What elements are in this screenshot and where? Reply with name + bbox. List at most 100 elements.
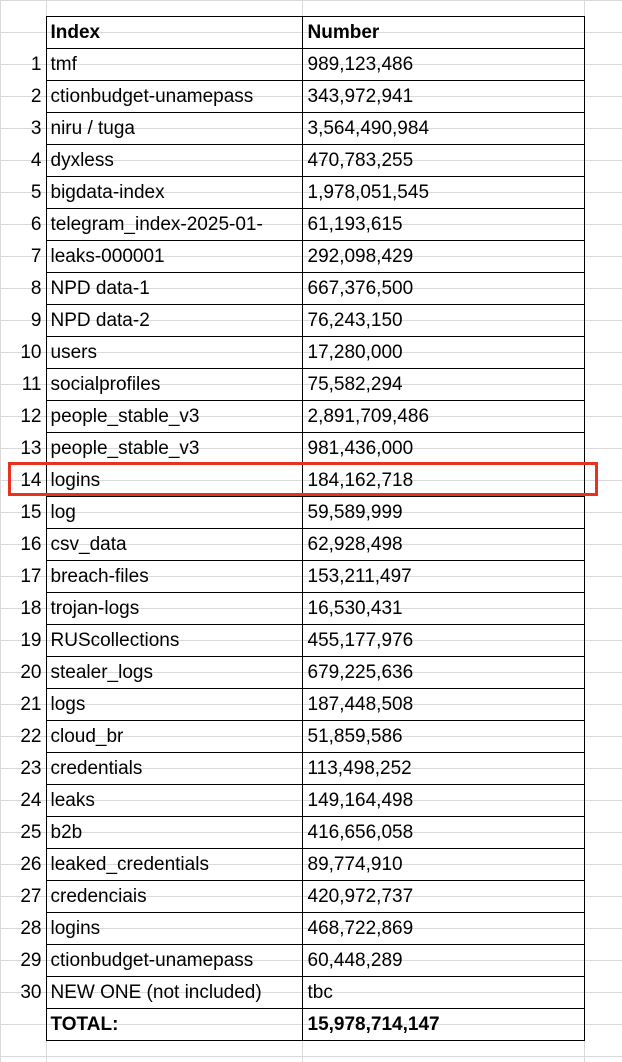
index-cell[interactable]: bigdata-index [45,176,303,209]
number-cell[interactable]: 149,164,498 [301,784,585,817]
index-cell[interactable]: logins [45,912,303,945]
number-cell[interactable]: 420,972,737 [301,880,585,913]
index-cell[interactable]: NPD data-2 [45,304,303,337]
number-cell[interactable]: 113,498,252 [301,752,585,785]
number-cell[interactable]: 470,783,255 [301,144,585,177]
number-cell[interactable]: 1,978,051,545 [301,176,585,209]
number-cell[interactable]: 59,589,999 [301,496,585,529]
index-cell[interactable]: niru / tuga [45,112,303,145]
number-cell[interactable]: 76,243,150 [301,304,585,337]
index-cell[interactable]: RUScollections [45,624,303,657]
total-value[interactable]: 15,978,714,147 [301,1008,585,1041]
number-cell[interactable]: 62,928,498 [301,528,585,561]
row-number-cell: 26 [20,854,42,875]
table-row: 5 bigdata-index 1,978,051,545 [0,176,585,209]
index-cell[interactable]: b2b [45,816,303,849]
table-row: 22 cloud_br 51,859,586 [0,720,585,753]
index-cell[interactable]: NPD data-1 [45,272,303,305]
table-row: 2 ctionbudget-unamepass 343,972,941 [0,80,585,113]
number-cell[interactable]: 416,656,058 [301,816,585,849]
index-cell[interactable]: credentials [45,752,303,785]
number-cell[interactable]: 153,211,497 [301,560,585,593]
number-cell[interactable]: 17,280,000 [301,336,585,369]
index-cell[interactable]: socialprofiles [45,368,303,401]
index-cell[interactable]: people_stable_v3 [45,400,303,433]
table-row: 8 NPD data-1 667,376,500 [0,272,585,305]
index-cell[interactable]: users [45,336,303,369]
number-cell[interactable]: 3,564,490,984 [301,112,585,145]
table-row: 25 b2b 416,656,058 [0,816,585,849]
row-number-cell: 5 [30,182,42,203]
index-cell[interactable]: stealer_logs [45,656,303,689]
index-cell[interactable]: log [45,496,303,529]
row-number-cell [0,17,46,49]
table-row: 4 dyxless 470,783,255 [0,144,585,177]
index-cell[interactable]: ctionbudget-unamepass [45,80,303,113]
table-row: 13 people_stable_v3 981,436,000 [0,432,585,465]
index-cell[interactable]: ctionbudget-unamepass [45,944,303,977]
table-row: 21 logs 187,448,508 [0,688,585,721]
number-cell[interactable]: 16,530,431 [301,592,585,625]
index-cell[interactable]: logins [45,464,303,497]
number-cell[interactable]: 51,859,586 [301,720,585,753]
table-row: 30 NEW ONE (not included) tbc [0,976,585,1009]
row-number-cell: 20 [20,662,42,683]
index-column-header[interactable]: Index [45,16,303,49]
row-number-cell: 18 [20,598,42,619]
number-cell[interactable]: 60,448,289 [301,944,585,977]
number-cell[interactable]: 989,123,486 [301,48,585,81]
number-cell[interactable]: 184,162,718 [301,464,585,497]
index-cell[interactable]: credenciais [45,880,303,913]
table-row: 12 people_stable_v3 2,891,709,486 [0,400,585,433]
total-label[interactable]: TOTAL: [45,1008,303,1041]
index-cell[interactable]: breach-files [45,560,303,593]
table-row: 23 credentials 113,498,252 [0,752,585,785]
number-cell[interactable]: 343,972,941 [301,80,585,113]
number-cell[interactable]: 292,098,429 [301,240,585,273]
index-cell[interactable]: trojan-logs [45,592,303,625]
index-cell[interactable]: logs [45,688,303,721]
row-number-cell: 4 [30,150,42,171]
table-row: 10 users 17,280,000 [0,336,585,369]
index-cell[interactable]: NEW ONE (not included) [45,976,303,1009]
number-cell[interactable]: 61,193,615 [301,208,585,241]
index-cell[interactable]: people_stable_v3 [45,432,303,465]
table-row: 24 leaks 149,164,498 [0,784,585,817]
table-row: 18 trojan-logs 16,530,431 [0,592,585,625]
row-number-cell: 13 [20,438,42,459]
row-number-cell: 1 [30,54,42,75]
number-cell[interactable]: 89,774,910 [301,848,585,881]
index-cell[interactable]: cloud_br [45,720,303,753]
number-cell[interactable]: tbc [301,976,585,1009]
number-cell[interactable]: 455,177,976 [301,624,585,657]
number-column-header[interactable]: Number [301,16,585,49]
index-cell[interactable]: csv_data [45,528,303,561]
row-number-cell: 10 [20,342,42,363]
table-row: 1 tmf 989,123,486 [0,48,585,81]
data-table: Index Number 1 tmf 989,123,486 2 ctionbudget… [0,16,585,1041]
row-number-cell: 28 [20,918,42,939]
row-number-cell: 3 [30,118,42,139]
number-cell[interactable]: 679,225,636 [301,656,585,689]
header-row: Index Number [0,16,585,49]
table-row: 6 telegram_index-2025-01- 61,193,615 [0,208,585,241]
number-cell[interactable]: 468,722,869 [301,912,585,945]
number-cell[interactable]: 75,582,294 [301,368,585,401]
index-cell[interactable]: leaks-000001 [45,240,303,273]
grid-column-line [584,0,585,1062]
table-row: 7 leaks-000001 292,098,429 [0,240,585,273]
number-cell[interactable]: 2,891,709,486 [301,400,585,433]
row-number-cell: 14 [20,470,42,491]
table-row: 17 breach-files 153,211,497 [0,560,585,593]
index-cell[interactable]: leaked_credentials [45,848,303,881]
number-cell[interactable]: 981,436,000 [301,432,585,465]
table-row: 29 ctionbudget-unamepass 60,448,289 [0,944,585,977]
index-cell[interactable]: leaks [45,784,303,817]
number-cell[interactable]: 187,448,508 [301,688,585,721]
index-cell[interactable]: tmf [45,48,303,81]
index-cell[interactable]: telegram_index-2025-01- [45,208,303,241]
number-cell[interactable]: 667,376,500 [301,272,585,305]
index-cell[interactable]: dyxless [45,144,303,177]
table-row: 26 leaked_credentials 89,774,910 [0,848,585,881]
row-number-cell: 2 [30,86,42,107]
